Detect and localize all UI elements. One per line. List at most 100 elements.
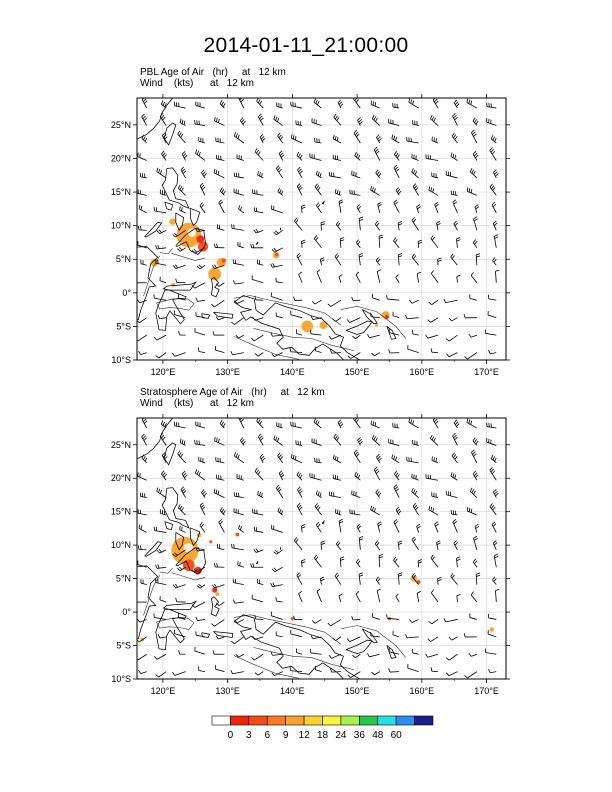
wind-barb — [153, 334, 167, 341]
wind-barb — [215, 665, 225, 673]
wind-barb — [138, 524, 147, 533]
colorbar-swatch — [303, 715, 323, 726]
wind-barb — [493, 489, 499, 498]
wind-barb — [347, 352, 361, 359]
wind-barb — [232, 599, 244, 604]
wind-barb — [270, 611, 283, 620]
wind-barb — [194, 119, 206, 126]
wind-barb — [431, 172, 439, 179]
contour-line — [340, 625, 406, 658]
wind-barb — [194, 646, 206, 655]
wind-barb — [432, 418, 439, 429]
wind-barb — [199, 502, 206, 516]
panel-pbl-age-of-air[interactable]: 120°E 130°E 140°E 150°E 160°E 170°E 10°S 5°S 0° 5… — [111, 94, 510, 377]
wind-barb — [257, 490, 264, 498]
wind-barb — [411, 253, 419, 266]
wind-barb — [296, 572, 303, 585]
lat-tick-label: 25°N — [111, 440, 131, 450]
wind-barb — [328, 334, 342, 340]
wind-barb — [373, 146, 381, 161]
wind-barb — [173, 629, 186, 638]
wind-barb — [330, 668, 341, 673]
wind-barb — [319, 257, 325, 266]
wind-barb — [295, 329, 303, 336]
panel2-wind-label: Wind (kts) at 12 km — [140, 398, 254, 409]
coastline — [137, 418, 173, 460]
wind-barb — [450, 152, 458, 161]
wind-barb — [254, 295, 264, 301]
wind-barb — [275, 277, 283, 284]
coastline — [175, 212, 185, 232]
wind-barb — [137, 545, 147, 551]
wind-barb — [215, 346, 225, 353]
wind-barb — [273, 549, 283, 555]
panel-stratosphere-age-of-air[interactable]: 120°E 130°E 140°E 150°E 160°E 170°E 10°S 5°S 0° 5… — [111, 414, 510, 696]
wind-barb — [358, 253, 364, 266]
wind-barb — [328, 491, 341, 499]
wind-barb — [277, 507, 284, 516]
colorbar-swatch — [285, 715, 305, 726]
age-of-air-patch — [384, 315, 389, 319]
wind-barb — [278, 150, 285, 161]
colorbar-swatch — [248, 715, 268, 726]
lon-tick-label: 140°E — [280, 686, 305, 696]
wind-barb — [173, 310, 186, 319]
wind-barb — [254, 615, 264, 620]
wind-barb — [470, 591, 478, 603]
wind-barb — [254, 352, 264, 357]
contour-line — [143, 575, 160, 616]
wind-barb — [175, 597, 186, 603]
age-of-air-patch — [182, 559, 195, 572]
wind-barb — [488, 294, 497, 301]
wind-barb — [138, 670, 147, 674]
coastline — [175, 547, 206, 575]
wind-barb — [271, 566, 283, 573]
wind-barb — [172, 549, 186, 557]
wind-barb — [358, 572, 364, 585]
colorbar: 0 3 6 9 12 18 24 36 48 60 — [211, 715, 434, 741]
wind-barb — [469, 167, 478, 179]
wind-barb — [290, 421, 303, 429]
wind-barb — [270, 582, 283, 588]
wind-barb — [489, 503, 497, 516]
coastline — [137, 98, 173, 140]
wind-barb — [251, 275, 264, 284]
wind-barb — [212, 331, 225, 336]
wind-barb — [466, 187, 478, 196]
wind-barb — [238, 524, 245, 533]
colorbar-swatch — [340, 715, 360, 726]
wind-barb — [194, 327, 206, 336]
wind-barb — [471, 449, 478, 464]
coastline — [137, 565, 159, 640]
wind-barb — [233, 188, 244, 196]
wind-barb — [412, 648, 419, 655]
wind-barb — [277, 452, 284, 464]
wind-barb — [198, 347, 206, 354]
wind-barb — [405, 634, 419, 639]
wind-barb — [137, 636, 147, 643]
wind-barb — [313, 418, 322, 429]
wind-barb — [155, 564, 167, 569]
wind-barb — [347, 671, 361, 678]
contour-line — [159, 567, 173, 574]
age-of-air-patch — [319, 321, 328, 329]
coastline — [279, 546, 282, 551]
wind-barb — [230, 350, 244, 356]
wind-barb — [293, 296, 303, 301]
wind-barb — [216, 154, 225, 161]
wind-barb — [338, 593, 343, 603]
map-frame — [136, 417, 507, 680]
wind-barb — [178, 331, 186, 336]
coastline — [163, 122, 177, 146]
wind-barb — [492, 540, 498, 551]
wind-barb — [275, 597, 283, 603]
wind-barb — [315, 490, 322, 498]
wind-barb — [332, 454, 342, 464]
wind-barb — [314, 503, 322, 516]
wind-barb — [180, 486, 187, 498]
wind-barb — [271, 205, 283, 214]
wind-barb — [177, 450, 186, 464]
wind-barb — [191, 247, 206, 254]
lat-tick-label: 25°N — [111, 120, 131, 130]
colorbar-swatch — [359, 715, 379, 726]
